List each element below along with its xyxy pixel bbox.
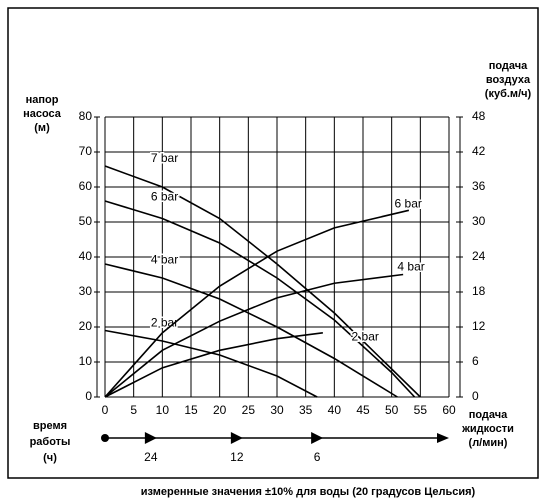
y-tick-label: 50 [79, 214, 93, 228]
curve [104, 263, 398, 398]
x-tick-label: 20 [213, 403, 227, 417]
y2-tick-label: 24 [472, 249, 486, 263]
curve-label: 4 bar [397, 260, 424, 274]
time-marker-label: 6 [314, 450, 321, 464]
curve [104, 273, 404, 398]
y2-axis-label: подача [489, 60, 528, 72]
y2-axis-label: (куб.м/ч) [485, 88, 532, 100]
y2-tick-label: 30 [472, 214, 486, 228]
x-tick-label: 5 [130, 403, 137, 417]
y-axis-label: насоса [23, 108, 62, 120]
curve [104, 165, 421, 398]
x-tick-label: 55 [414, 403, 428, 417]
y2-tick-label: 12 [472, 319, 486, 333]
curve-label: 7 bar [151, 151, 178, 165]
x-tick-label: 0 [102, 403, 109, 417]
time-arrow [437, 433, 449, 443]
x-tick-label: 40 [328, 403, 342, 417]
curve [104, 209, 410, 398]
curve-label: 2 bar [352, 330, 379, 344]
y-tick-label: 80 [79, 109, 93, 123]
x-tick-label: 60 [442, 403, 456, 417]
x-tick-label: 30 [270, 403, 284, 417]
y-axis-label: (м) [34, 122, 50, 134]
y2-tick-label: 0 [472, 389, 479, 403]
y-tick-label: 70 [79, 144, 93, 158]
time-marker [311, 432, 324, 444]
y-tick-label: 0 [85, 389, 92, 403]
y-tick-label: 30 [79, 284, 93, 298]
x-tick-label: 35 [299, 403, 313, 417]
x-tick-label: 15 [184, 403, 198, 417]
x-tick-label: 25 [242, 403, 256, 417]
x-tick-label: 10 [156, 403, 170, 417]
caption: измеренные значения ±10% для воды (20 гр… [141, 486, 476, 498]
y-tick-label: 20 [79, 319, 93, 333]
time-marker [144, 432, 157, 444]
y-axis-label: напор [26, 94, 59, 106]
y2-axis-label: воздуха [486, 74, 531, 86]
time-label: время [33, 420, 67, 432]
y-tick-label: 10 [79, 354, 93, 368]
time-label: работы [30, 436, 71, 448]
frame [7, 7, 539, 479]
y-tick-label: 40 [79, 249, 93, 263]
curve [104, 329, 318, 398]
time-label: (ч) [43, 452, 57, 464]
x-axis-label: жидкости [461, 423, 514, 435]
time-marker-label: 12 [230, 450, 244, 464]
x-tick-label: 50 [385, 403, 399, 417]
time-origin [101, 434, 109, 442]
x-axis-label: подача [469, 409, 508, 421]
x-axis-label: (л/мин) [469, 437, 508, 449]
curve-label: 4 bar [151, 253, 178, 267]
curve-label: 6 bar [395, 197, 422, 211]
y2-tick-label: 6 [472, 354, 479, 368]
time-marker-label: 24 [144, 450, 158, 464]
time-marker [230, 432, 243, 444]
y-tick-label: 60 [79, 179, 93, 193]
y2-tick-label: 18 [472, 284, 486, 298]
y2-tick-label: 48 [472, 109, 486, 123]
curve [104, 332, 323, 398]
x-tick-label: 45 [356, 403, 370, 417]
y2-tick-label: 42 [472, 144, 486, 158]
curve [104, 200, 416, 398]
curve-label: 6 bar [151, 190, 178, 204]
y2-tick-label: 36 [472, 179, 486, 193]
